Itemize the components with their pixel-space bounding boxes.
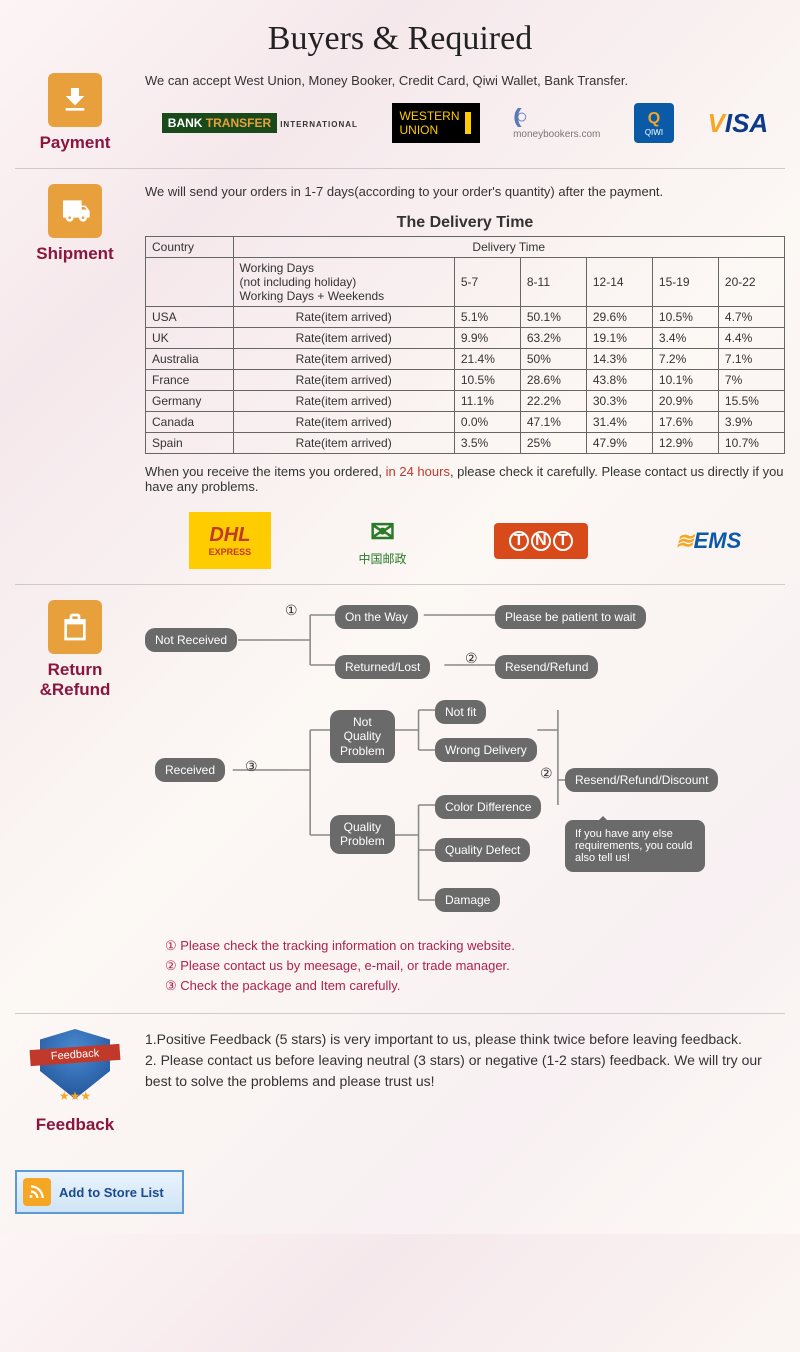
shipment-section: Shipment We will send your orders in 1-7… (15, 184, 785, 569)
rss-icon (23, 1178, 51, 1206)
flow-resend1: Resend/Refund (495, 655, 598, 679)
flow-num-3: ③ (245, 758, 258, 775)
feedback-label: Feedback (15, 1115, 135, 1135)
feedback-badge-icon: Feedback ★★★ (35, 1029, 115, 1109)
table-row: UKRate(item arrived)9.9%63.2%19.1%3.4%4.… (146, 328, 785, 349)
flow-speech: If you have any else requirements, you c… (565, 820, 705, 872)
qiwi-logo: QQIWI (634, 103, 674, 143)
flow-color: Color Difference (435, 795, 541, 819)
western-union-logo: WESTERNUNION (392, 103, 480, 143)
table-row: USARate(item arrived)5.1%50.1%29.6%10.5%… (146, 307, 785, 328)
flow-on-way: On the Way (335, 605, 418, 629)
add-to-store-text: Add to Store List (59, 1185, 164, 1200)
visa-logo: VISA (708, 108, 769, 139)
flow-not-received: Not Received (145, 628, 237, 652)
flow-qp: Quality Problem (330, 815, 395, 854)
return-flowchart: Not Received ① On the Way Please be pati… (145, 610, 785, 930)
table-row: FranceRate(item arrived)10.5%28.6%43.8%1… (146, 370, 785, 391)
table-row: CanadaRate(item arrived)0.0%47.1%31.4%17… (146, 412, 785, 433)
dhl-logo: DHLEXPRESS (189, 512, 272, 569)
flow-wrong: Wrong Delivery (435, 738, 537, 762)
moneybookers-logo: ((((○ moneybookers.com (513, 106, 600, 140)
flow-num-2b: ② (540, 765, 553, 782)
flow-received: Received (155, 758, 225, 782)
delivery-table-title: The Delivery Time (145, 214, 785, 232)
page-title: Buyers & Required (15, 20, 785, 58)
ems-logo: ≋EMS (675, 528, 741, 554)
flow-returned: Returned/Lost (335, 655, 430, 679)
shipment-icon (48, 184, 102, 238)
payment-text: We can accept West Union, Money Booker, … (145, 73, 785, 88)
flow-damage: Damage (435, 888, 500, 912)
bank-transfer-logo: BANK TRANSFER INTERNATIONAL (162, 116, 358, 130)
return-label: Return &Refund (15, 660, 135, 700)
flow-num-1: ① (285, 602, 298, 619)
payment-icon (48, 73, 102, 127)
shipment-note: When you receive the items you ordered, … (145, 464, 785, 494)
shipment-intro: We will send your orders in 1-7 days(acc… (145, 184, 785, 199)
feedback-text-1: 1.Positive Feedback (5 stars) is very im… (145, 1029, 785, 1050)
payment-section: Payment We can accept West Union, Money … (15, 73, 785, 153)
tnt-logo: TNT (494, 523, 588, 559)
feedback-section: Feedback ★★★ Feedback 1.Positive Feedbac… (15, 1029, 785, 1135)
flow-num-2a: ② (465, 650, 478, 667)
table-row: GermanyRate(item arrived)11.1%22.2%30.3%… (146, 391, 785, 412)
flow-not-fit: Not fit (435, 700, 486, 724)
table-row: AustraliaRate(item arrived)21.4%50%14.3%… (146, 349, 785, 370)
return-notes: ① Please check the tracking information … (145, 938, 785, 994)
delivery-table: Country Delivery Time Working Days (not … (145, 236, 785, 454)
add-to-store-button[interactable]: Add to Store List (15, 1170, 184, 1214)
shipment-label: Shipment (15, 244, 135, 264)
china-post-logo: ✉中国邮政 (359, 515, 407, 567)
flow-defect: Quality Defect (435, 838, 530, 862)
feedback-text-2: 2. Please contact us before leaving neut… (145, 1050, 785, 1092)
payment-label: Payment (15, 133, 135, 153)
table-row: SpainRate(item arrived)3.5%25%47.9%12.9%… (146, 433, 785, 454)
flow-nqp: Not Quality Problem (330, 710, 395, 763)
return-section: Return &Refund Not Received ① On the Way (15, 600, 785, 998)
flow-patient: Please be patient to wait (495, 605, 646, 629)
return-icon (48, 600, 102, 654)
flow-resend2: Resend/Refund/Discount (565, 768, 718, 792)
